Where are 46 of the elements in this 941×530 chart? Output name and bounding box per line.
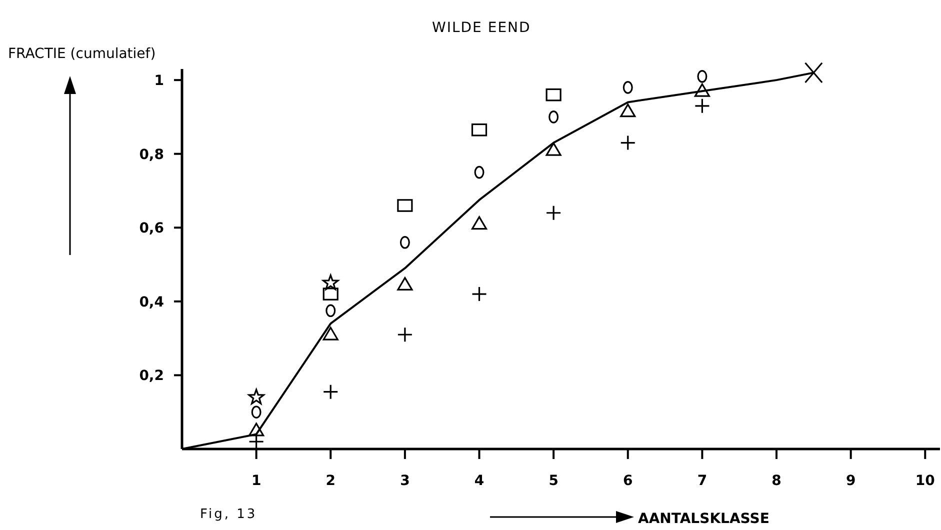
x-axis-title: AANTALSKLASSE: [638, 511, 770, 527]
text: Fig, 13: [200, 507, 258, 522]
x-tick-label: 8: [772, 473, 782, 489]
y-axis-title: FRACTIE (cumulatief): [8, 46, 156, 62]
y-tick-label: 1: [154, 73, 164, 90]
point: [322, 326, 338, 340]
point: [548, 110, 559, 124]
point: [620, 134, 636, 151]
point: [474, 166, 484, 179]
y-tick-label: 0,6: [139, 220, 164, 237]
chart-title: WILDE EEND: [432, 20, 531, 36]
y-tick-label: 0,2: [139, 368, 164, 384]
point: [326, 304, 336, 318]
point: [397, 277, 413, 291]
point: [694, 98, 710, 114]
point: [546, 205, 562, 221]
x-tick-label: 7: [697, 473, 708, 489]
point: [322, 288, 338, 300]
point: [471, 123, 488, 136]
x-tick-label: 9: [846, 473, 856, 489]
point: [322, 274, 339, 290]
point: [248, 388, 264, 404]
point: [804, 62, 823, 84]
point: [622, 81, 633, 94]
point: [397, 326, 413, 342]
point: [471, 286, 488, 302]
point: [397, 199, 413, 212]
y-tick-label: 0,4: [139, 294, 164, 310]
point: [546, 88, 562, 102]
x-tick-label: 3: [400, 473, 410, 489]
point: [251, 406, 262, 419]
point: [694, 83, 710, 97]
point: [400, 236, 410, 249]
point: [620, 104, 636, 118]
point: [546, 142, 562, 156]
x-tick-label: 6: [623, 473, 633, 489]
x-tick-label: 1: [251, 473, 262, 489]
point: [471, 216, 488, 230]
x-tick-label: 10: [915, 473, 936, 489]
x-tick-label: 2: [326, 473, 336, 489]
y-tick-label: 0,8: [139, 146, 164, 163]
point: [322, 384, 338, 400]
point: [248, 422, 264, 436]
point: [697, 70, 708, 83]
x-tick-label: 5: [548, 473, 558, 489]
x-tick-label: 4: [474, 473, 484, 489]
